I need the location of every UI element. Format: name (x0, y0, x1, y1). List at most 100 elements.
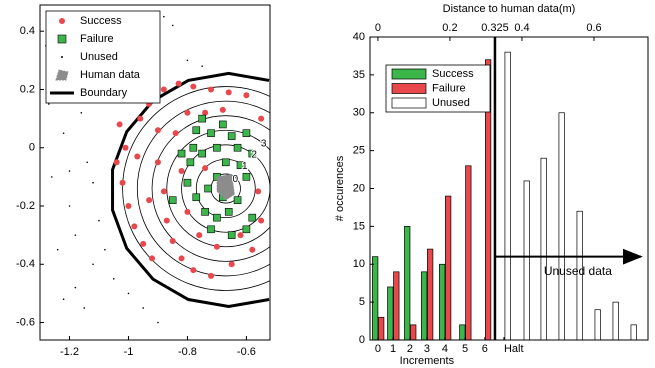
success-point (202, 109, 209, 116)
bar (421, 271, 428, 341)
unused-point (201, 65, 203, 67)
y-tick-label: 0 (29, 142, 35, 154)
legend-label: Boundary (80, 87, 128, 99)
success-point (146, 197, 153, 204)
bar (612, 301, 619, 341)
success-point (125, 203, 132, 209)
success-point (213, 243, 220, 250)
bar (459, 324, 466, 341)
contour-label: 5 (280, 116, 286, 127)
unused-point (86, 161, 88, 164)
y-axis-title: # occurences (334, 155, 346, 221)
bar (540, 157, 547, 341)
unused-point (142, 307, 145, 309)
y-tick-label: 0.4 (20, 25, 35, 37)
contour-label: 0 (232, 174, 238, 185)
x2-tick-label: 0.2 (442, 22, 457, 34)
bar (594, 309, 601, 341)
failure-point (186, 158, 195, 167)
x-tick-label: 5 (462, 343, 468, 355)
success-point (184, 109, 191, 116)
failure-point (213, 143, 221, 152)
bar (404, 226, 411, 341)
success-point (172, 130, 179, 137)
success-point (228, 261, 235, 268)
annotation-text: Unused data (544, 264, 612, 278)
bar (445, 195, 452, 341)
contour-label: 3 (261, 139, 267, 150)
success-point (184, 208, 191, 215)
unused-point (92, 263, 94, 266)
failure-point (192, 193, 201, 202)
unused-point (68, 205, 71, 207)
unused-point (92, 181, 94, 184)
success-point (208, 86, 215, 93)
y-tick-label: -0.2 (16, 200, 35, 212)
unused-point (98, 219, 100, 222)
failure-point (248, 213, 257, 222)
unused-point (112, 278, 115, 280)
left-overlay: -1.2 -1 -0.8 -0.6 0.4 0.2 0 -0.2 -0.4 -0.6 Success… (16, 4, 271, 358)
unused-point (62, 132, 65, 134)
legend-marker (55, 69, 69, 81)
x-tick-label: -1.2 (60, 346, 79, 358)
success-point (122, 144, 129, 151)
contour (166, 129, 270, 248)
bar (558, 112, 565, 341)
success-point (169, 237, 176, 244)
success-point (258, 217, 265, 224)
legend-label: Unused (432, 97, 470, 109)
failure-point (224, 208, 233, 216)
legend-swatch (391, 68, 427, 80)
unused-point (83, 307, 86, 309)
unused-point (127, 292, 130, 295)
failure-point (207, 129, 215, 137)
failure-point (219, 120, 227, 129)
success-point (131, 223, 138, 230)
y-tick-label: -0.6 (16, 316, 35, 328)
x-tick-label: 6 (482, 343, 488, 355)
success-point (154, 127, 161, 134)
x2-tick-label: 0.325 (481, 22, 509, 34)
success-point (160, 86, 167, 93)
x2-tick-label: 0 (375, 22, 381, 34)
failure-point (183, 178, 192, 187)
failure-point (198, 149, 206, 158)
bar (630, 324, 637, 341)
contour-label: 1 (242, 161, 248, 172)
success-point (202, 165, 209, 172)
bar (372, 256, 379, 341)
y-tick-label: 20 (353, 182, 365, 194)
success-point (140, 240, 147, 247)
success-point (154, 159, 161, 166)
x-tick-label: 4 (442, 343, 448, 355)
success-point (134, 153, 141, 160)
legend-label: Human data (80, 69, 141, 81)
success-point (243, 92, 250, 99)
contour-label: 2 (251, 150, 257, 161)
y-tick-label: 10 (353, 258, 365, 270)
legend-label: Unused (80, 51, 118, 63)
success-point (225, 89, 232, 96)
legend-box (45, 10, 161, 104)
success-point (196, 232, 203, 239)
failure-point (177, 149, 186, 158)
y-tick-label: 30 (353, 107, 365, 119)
success-point (160, 188, 167, 195)
legend-swatch (391, 83, 427, 94)
failure-point (201, 208, 209, 216)
success-point (137, 115, 144, 122)
y-tick-label: 5 (359, 296, 365, 308)
bar (378, 316, 385, 341)
legend-marker (57, 34, 67, 44)
contour (136, 100, 270, 277)
x-tick-label: 3 (424, 343, 430, 355)
x-tick-label: -0.8 (178, 346, 197, 358)
failure-point (213, 213, 221, 222)
y-tick-label: 15 (353, 220, 365, 232)
y-tick-label: -0.4 (16, 258, 35, 270)
x-tick-label: 2 (407, 343, 413, 355)
failure-point (242, 129, 251, 137)
